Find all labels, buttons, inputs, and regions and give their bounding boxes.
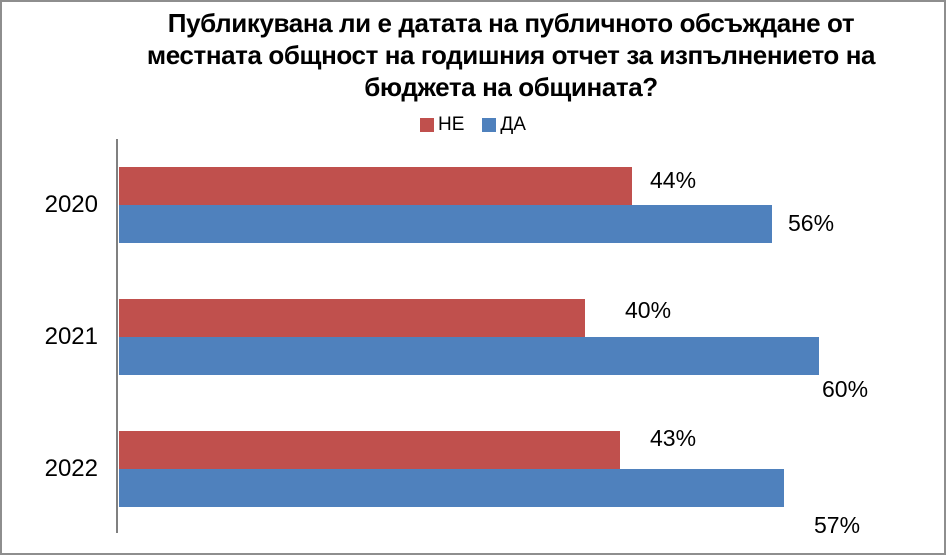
bar-2020-НЕ (119, 167, 632, 205)
bar-2021-ДА (119, 337, 819, 375)
category-label-2020: 2020 (44, 191, 98, 218)
chart-title-line-2: местната общност на годишния отчет за из… (146, 40, 876, 70)
data-label-2022-НЕ: 43% (650, 425, 697, 451)
chart-legend: НЕ ДА (2, 112, 944, 138)
legend-swatch-ne-icon (420, 118, 435, 132)
y-axis-line (116, 139, 118, 533)
legend-item-ne: НЕ (420, 112, 464, 138)
category-label-2022: 2022 (44, 455, 98, 482)
bar-2022-НЕ (119, 431, 620, 469)
legend-label-da: ДА (500, 114, 526, 135)
data-label-2020-ДА: 56% (788, 210, 835, 236)
chart-title-line-3: бюджета на общината? (364, 72, 658, 102)
legend-swatch-da-icon (482, 118, 497, 132)
data-label-2022-ДА: 57% (814, 512, 861, 538)
bar-2020-ДА (119, 205, 772, 243)
legend-label-ne: НЕ (438, 114, 465, 135)
data-label-2021-НЕ: 40% (625, 297, 672, 323)
bar-2021-НЕ (119, 299, 585, 337)
bar-2022-ДА (119, 469, 784, 507)
chart-title: Публикувана ли е датата на публичното об… (78, 7, 944, 103)
chart-title-line-1: Публикувана ли е датата на публичното об… (167, 8, 855, 38)
data-label-2020-НЕ: 44% (650, 167, 697, 193)
category-label-2021: 2021 (44, 323, 98, 350)
data-label-2021-ДА: 60% (822, 376, 869, 402)
legend-item-da: ДА (482, 112, 526, 138)
